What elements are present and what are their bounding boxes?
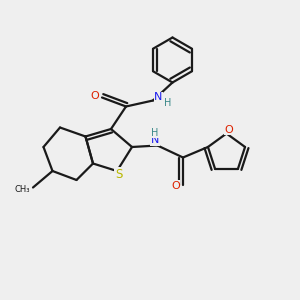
- Text: S: S: [115, 167, 122, 181]
- Text: O: O: [171, 181, 180, 191]
- Text: H: H: [164, 98, 171, 108]
- Text: O: O: [224, 125, 233, 135]
- Text: N: N: [151, 135, 159, 145]
- Text: H: H: [152, 128, 159, 138]
- Text: N: N: [154, 92, 163, 103]
- Text: CH₃: CH₃: [14, 184, 30, 194]
- Text: O: O: [90, 91, 99, 101]
